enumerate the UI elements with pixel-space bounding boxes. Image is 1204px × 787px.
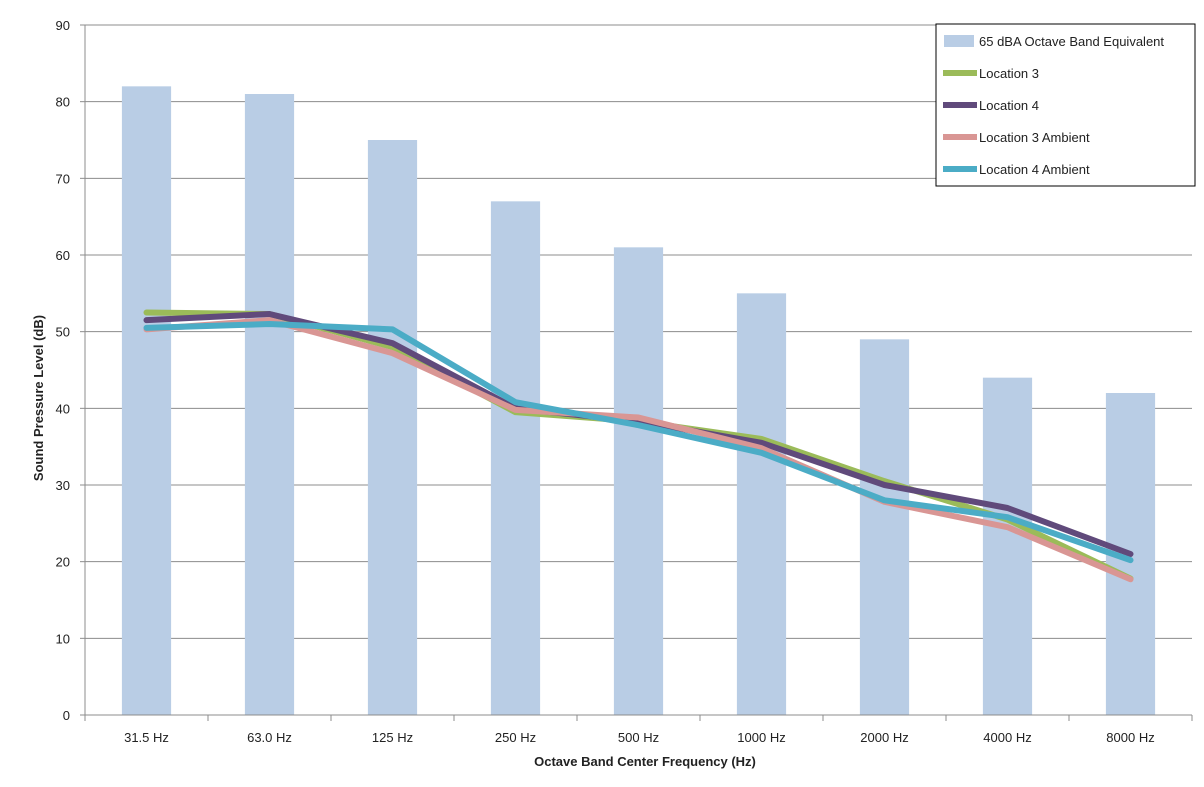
y-tick-label: 50 (56, 325, 70, 340)
bar (613, 247, 664, 716)
y-tick-label: 20 (56, 555, 70, 570)
series-line (143, 321, 1134, 564)
x-tick-label: 2000 Hz (860, 730, 908, 745)
legend-swatch-bar (944, 35, 974, 47)
x-tick-label: 250 Hz (495, 730, 536, 745)
x-tick-label: 31.5 Hz (124, 730, 169, 745)
x-tick-label: 4000 Hz (983, 730, 1031, 745)
y-tick-label: 90 (56, 18, 70, 33)
legend-label: Location 3 (979, 66, 1039, 81)
legend-label: Location 4 (979, 98, 1039, 113)
x-tick-label: 63.0 Hz (247, 730, 292, 745)
x-tick-label: 125 Hz (372, 730, 413, 745)
legend-label: Location 4 Ambient (979, 162, 1090, 177)
bar (490, 201, 541, 716)
y-tick-label: 40 (56, 401, 70, 416)
bar (244, 94, 295, 715)
bar (736, 293, 787, 715)
x-tick-label: 8000 Hz (1106, 730, 1154, 745)
y-axis-title: Sound Pressure Level (dB) (31, 315, 46, 481)
y-tick-label: 60 (56, 248, 70, 263)
legend: 65 dBA Octave Band Equivalent Location 3 L… (935, 23, 1196, 187)
line-series (143, 309, 1134, 583)
bar (367, 140, 418, 715)
y-tick-label: 80 (56, 95, 70, 110)
bar-series (121, 86, 1156, 716)
bar (121, 86, 172, 716)
legend-label: 65 dBA Octave Band Equivalent (979, 34, 1164, 49)
bar (982, 377, 1033, 715)
y-tick-label: 0 (63, 708, 70, 723)
legend-label: Location 3 Ambient (979, 130, 1090, 145)
bar (859, 339, 910, 715)
x-axis-title: Octave Band Center Frequency (Hz) (534, 754, 756, 769)
x-tick-label: 1000 Hz (737, 730, 785, 745)
y-tick-label: 30 (56, 478, 70, 493)
x-tick-label: 500 Hz (618, 730, 659, 745)
series-line (143, 317, 1134, 583)
legend-box (935, 23, 1196, 187)
y-tick-label: 70 (56, 171, 70, 186)
y-tick-label: 10 (56, 631, 70, 646)
axes: 0 10 20 30 40 50 60 70 80 90 31.5 Hz 63.0 Hz 125 Hz 2… (56, 18, 1193, 745)
